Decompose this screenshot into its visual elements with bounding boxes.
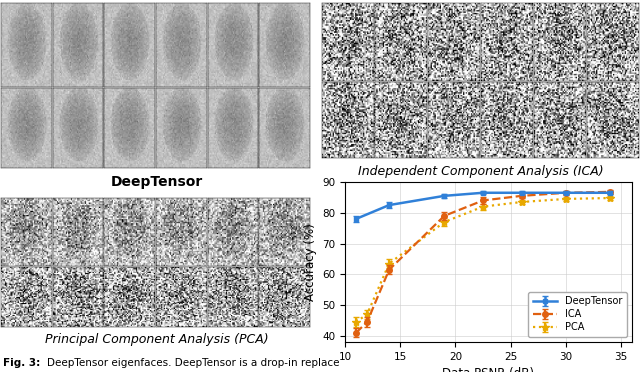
- Legend: DeepTensor, ICA, PCA: DeepTensor, ICA, PCA: [528, 292, 627, 337]
- Text: Principal Component Analysis (PCA): Principal Component Analysis (PCA): [45, 333, 269, 346]
- Text: Independent Component Analysis (ICA): Independent Component Analysis (ICA): [358, 164, 604, 177]
- X-axis label: Data PSNR (dB): Data PSNR (dB): [442, 367, 534, 372]
- Text: DeepTensor: DeepTensor: [111, 175, 203, 189]
- Text: DeepTensor eigenfaces. DeepTensor is a drop-in replace: DeepTensor eigenfaces. DeepTensor is a d…: [47, 357, 339, 368]
- Y-axis label: Accuracy (%): Accuracy (%): [303, 223, 317, 301]
- Text: Fig. 3:: Fig. 3:: [3, 357, 40, 368]
